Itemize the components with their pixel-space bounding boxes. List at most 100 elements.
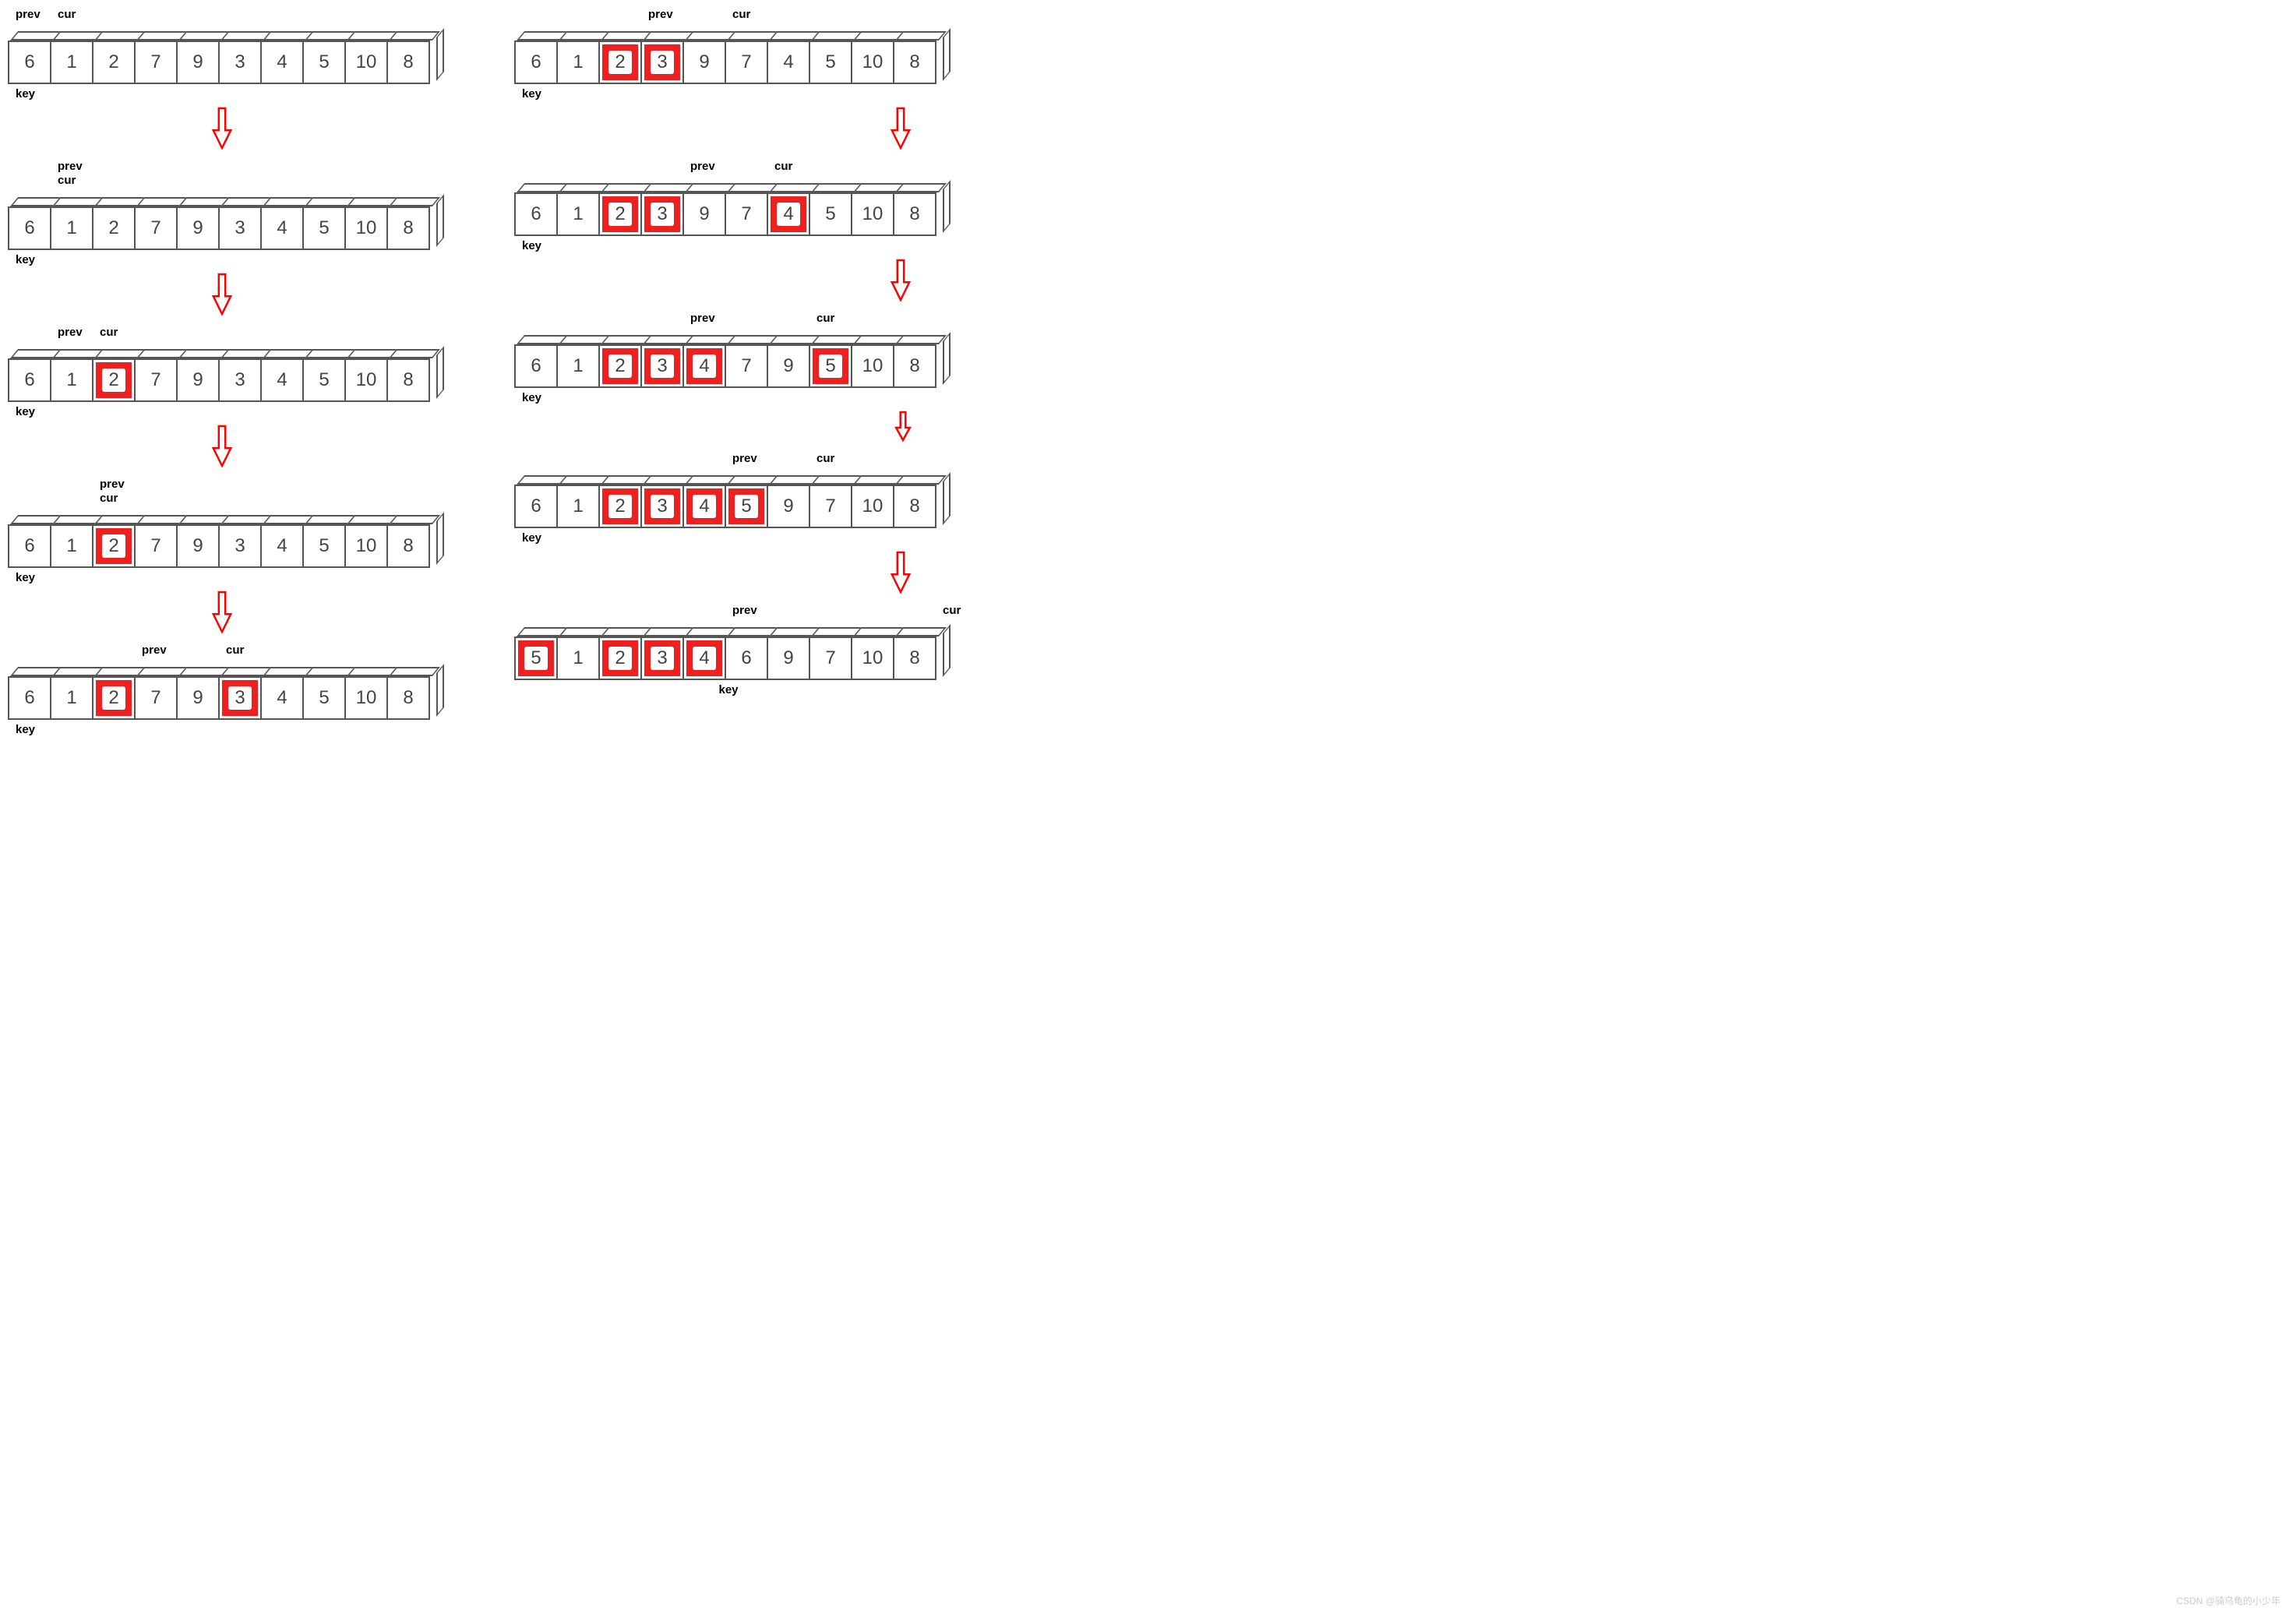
array-cell: 7 xyxy=(134,524,178,568)
cell-value: 6 xyxy=(531,355,541,377)
cell-value: 1 xyxy=(66,369,76,391)
array-cell: 6 xyxy=(514,41,558,84)
cell-value: 8 xyxy=(909,51,919,73)
prev-label: prev xyxy=(58,160,83,173)
array-cell: 4 xyxy=(682,344,726,388)
array-cell: 5 xyxy=(809,344,852,388)
cell-value: 6 xyxy=(24,535,34,557)
cell-value: 3 xyxy=(657,647,667,669)
cell-value: 7 xyxy=(150,687,160,709)
array-cell: 9 xyxy=(176,524,220,568)
array-cell: 5 xyxy=(514,636,558,680)
cell-value: 8 xyxy=(403,535,413,557)
cell-value: 6 xyxy=(741,647,751,669)
prev-label: prev xyxy=(16,8,41,21)
cell-value: 9 xyxy=(192,369,203,391)
cell-value: 4 xyxy=(783,51,793,73)
cell-value: 5 xyxy=(319,687,329,709)
cell-value: 2 xyxy=(108,535,118,557)
array-cell: 3 xyxy=(218,524,262,568)
cell-value: 7 xyxy=(150,217,160,239)
array-cell: 7 xyxy=(134,358,178,402)
cell-value: 7 xyxy=(741,355,751,377)
array-cell: 4 xyxy=(260,358,304,402)
prev-label: prev xyxy=(690,312,715,325)
cell-value: 8 xyxy=(403,369,413,391)
array-cell: 1 xyxy=(50,358,93,402)
cell-value: 8 xyxy=(403,217,413,239)
cell-value: 3 xyxy=(235,687,245,709)
array-cell: 3 xyxy=(640,192,684,236)
array-cell: 2 xyxy=(92,41,136,84)
array-cell: 7 xyxy=(725,344,768,388)
step-arrow xyxy=(890,551,912,598)
cell-value: 7 xyxy=(825,495,835,517)
cell-value: 3 xyxy=(657,495,667,517)
cell-value: 8 xyxy=(909,203,919,225)
cell-value: 1 xyxy=(66,217,76,239)
array-cell: 10 xyxy=(344,676,388,720)
cell-value: 9 xyxy=(192,687,203,709)
array-cell: 5 xyxy=(302,676,346,720)
array-cell: 10 xyxy=(344,358,388,402)
array-cell: 3 xyxy=(218,206,262,250)
array-cell: 7 xyxy=(134,676,178,720)
array-cell: 7 xyxy=(809,485,852,528)
array-cell: 3 xyxy=(218,676,262,720)
array-cell: 4 xyxy=(682,636,726,680)
cell-value: 2 xyxy=(108,51,118,73)
array-row: 61279345108 xyxy=(8,206,436,250)
array-cell: 10 xyxy=(851,41,894,84)
array-row: 61279345108 xyxy=(8,358,436,402)
cell-value: 2 xyxy=(108,687,118,709)
key-label: key xyxy=(16,723,436,736)
array-cell: 10 xyxy=(344,524,388,568)
cell-value: 2 xyxy=(615,51,625,73)
cell-value: 5 xyxy=(531,647,541,669)
step-arrow xyxy=(890,107,912,153)
array-cell: 2 xyxy=(92,358,136,402)
cell-value: 6 xyxy=(531,495,541,517)
cell-value: 10 xyxy=(862,203,883,225)
array-cell: 4 xyxy=(682,485,726,528)
cell-value: 1 xyxy=(573,495,583,517)
cell-value: 10 xyxy=(862,51,883,73)
cell-value: 1 xyxy=(573,203,583,225)
cell-value: 3 xyxy=(657,51,667,73)
right-step-4: prevcur51234697108key xyxy=(514,604,943,696)
left-step-3: prevcur61279345108key xyxy=(8,478,436,584)
array-row: 61234597108 xyxy=(514,485,943,528)
cell-value: 6 xyxy=(531,203,541,225)
prev-label: prev xyxy=(142,644,167,657)
cur-label: cur xyxy=(100,326,118,339)
array-cell: 9 xyxy=(176,41,220,84)
cell-value: 2 xyxy=(615,647,625,669)
array-cell: 1 xyxy=(556,41,600,84)
cell-value: 1 xyxy=(66,687,76,709)
arrow-down-icon xyxy=(890,107,912,150)
array-cell: 8 xyxy=(893,41,936,84)
cur-label: cur xyxy=(816,452,834,465)
array-cell: 8 xyxy=(893,344,936,388)
array-cell: 6 xyxy=(8,41,51,84)
cell-value: 5 xyxy=(319,217,329,239)
cell-value: 7 xyxy=(150,369,160,391)
cell-value: 3 xyxy=(657,355,667,377)
array-cell: 9 xyxy=(682,41,726,84)
cell-value: 9 xyxy=(192,217,203,239)
cell-value: 5 xyxy=(319,369,329,391)
cell-value: 8 xyxy=(403,51,413,73)
cell-value: 6 xyxy=(531,51,541,73)
cell-value: 9 xyxy=(192,535,203,557)
prev-label: prev xyxy=(58,326,83,339)
array-cell: 4 xyxy=(767,41,810,84)
arrow-down-icon xyxy=(890,551,912,594)
cell-value: 4 xyxy=(277,687,287,709)
array-cell: 6 xyxy=(8,358,51,402)
cell-value: 3 xyxy=(235,51,245,73)
array-row: 61234795108 xyxy=(514,344,943,388)
array-cell: 6 xyxy=(514,344,558,388)
cell-value: 10 xyxy=(356,687,377,709)
array-cell: 10 xyxy=(851,344,894,388)
array-cell: 5 xyxy=(302,358,346,402)
